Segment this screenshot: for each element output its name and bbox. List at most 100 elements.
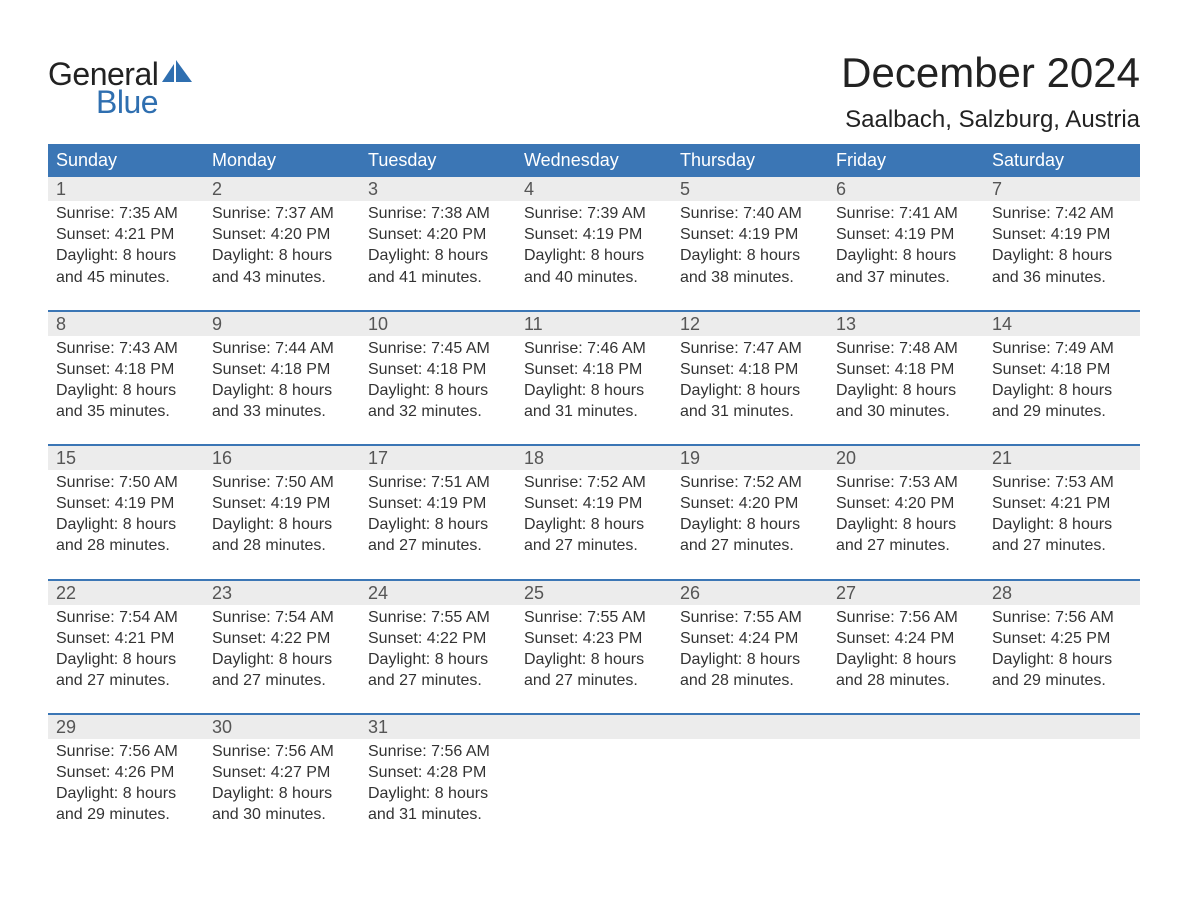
day-line-sunrise: Sunrise: 7:56 AM bbox=[992, 607, 1132, 628]
day-line-d2: and 28 minutes. bbox=[680, 670, 820, 691]
calendar-week: 891011121314Sunrise: 7:43 AMSunset: 4:18… bbox=[48, 310, 1140, 426]
day-line-d2: and 28 minutes. bbox=[836, 670, 976, 691]
day-line-sunrise: Sunrise: 7:43 AM bbox=[56, 338, 196, 359]
day-line-sunset: Sunset: 4:27 PM bbox=[212, 762, 352, 783]
day-line-d2: and 30 minutes. bbox=[836, 401, 976, 422]
day-line-d2: and 40 minutes. bbox=[524, 267, 664, 288]
day-number: 12 bbox=[672, 312, 828, 336]
day-number bbox=[516, 715, 672, 739]
calendar-header-cell: Wednesday bbox=[516, 144, 672, 177]
details-row: Sunrise: 7:54 AMSunset: 4:21 PMDaylight:… bbox=[48, 605, 1140, 695]
day-line-sunset: Sunset: 4:18 PM bbox=[836, 359, 976, 380]
day-number: 11 bbox=[516, 312, 672, 336]
day-line-d1: Daylight: 8 hours bbox=[992, 380, 1132, 401]
day-details: Sunrise: 7:43 AMSunset: 4:18 PMDaylight:… bbox=[48, 336, 204, 426]
day-number: 24 bbox=[360, 581, 516, 605]
day-line-sunset: Sunset: 4:28 PM bbox=[368, 762, 508, 783]
day-line-sunset: Sunset: 4:19 PM bbox=[368, 493, 508, 514]
day-line-d2: and 45 minutes. bbox=[56, 267, 196, 288]
day-details: Sunrise: 7:55 AMSunset: 4:22 PMDaylight:… bbox=[360, 605, 516, 695]
day-line-d1: Daylight: 8 hours bbox=[836, 649, 976, 670]
day-details: Sunrise: 7:52 AMSunset: 4:19 PMDaylight:… bbox=[516, 470, 672, 560]
calendar-header-cell: Friday bbox=[828, 144, 984, 177]
day-line-sunset: Sunset: 4:18 PM bbox=[992, 359, 1132, 380]
day-line-sunrise: Sunrise: 7:55 AM bbox=[680, 607, 820, 628]
day-line-d1: Daylight: 8 hours bbox=[368, 649, 508, 670]
day-line-sunrise: Sunrise: 7:56 AM bbox=[368, 741, 508, 762]
day-line-sunrise: Sunrise: 7:45 AM bbox=[368, 338, 508, 359]
day-line-d2: and 27 minutes. bbox=[680, 535, 820, 556]
day-line-d1: Daylight: 8 hours bbox=[368, 245, 508, 266]
day-line-sunset: Sunset: 4:21 PM bbox=[56, 224, 196, 245]
day-line-sunset: Sunset: 4:22 PM bbox=[368, 628, 508, 649]
day-details: Sunrise: 7:52 AMSunset: 4:20 PMDaylight:… bbox=[672, 470, 828, 560]
day-line-sunset: Sunset: 4:23 PM bbox=[524, 628, 664, 649]
day-details: Sunrise: 7:53 AMSunset: 4:21 PMDaylight:… bbox=[984, 470, 1140, 560]
day-line-d1: Daylight: 8 hours bbox=[212, 245, 352, 266]
day-line-d1: Daylight: 8 hours bbox=[992, 245, 1132, 266]
day-line-sunrise: Sunrise: 7:39 AM bbox=[524, 203, 664, 224]
day-line-d2: and 27 minutes. bbox=[524, 535, 664, 556]
details-row: Sunrise: 7:43 AMSunset: 4:18 PMDaylight:… bbox=[48, 336, 1140, 426]
day-line-sunset: Sunset: 4:26 PM bbox=[56, 762, 196, 783]
day-details: Sunrise: 7:44 AMSunset: 4:18 PMDaylight:… bbox=[204, 336, 360, 426]
daynum-row: 891011121314 bbox=[48, 312, 1140, 336]
calendar-header-cell: Monday bbox=[204, 144, 360, 177]
day-line-d1: Daylight: 8 hours bbox=[992, 649, 1132, 670]
day-line-d2: and 27 minutes. bbox=[212, 670, 352, 691]
day-line-sunset: Sunset: 4:18 PM bbox=[212, 359, 352, 380]
calendar-week: 293031 Sunrise: 7:56 AMSunset: 4:26 PMDa… bbox=[48, 713, 1140, 829]
day-line-sunrise: Sunrise: 7:38 AM bbox=[368, 203, 508, 224]
calendar: SundayMondayTuesdayWednesdayThursdayFrid… bbox=[48, 144, 1140, 829]
day-line-sunset: Sunset: 4:18 PM bbox=[368, 359, 508, 380]
day-line-d2: and 27 minutes. bbox=[992, 535, 1132, 556]
page: General Blue December 2024 Saalbach, Sal… bbox=[0, 0, 1188, 887]
day-line-sunrise: Sunrise: 7:50 AM bbox=[56, 472, 196, 493]
day-line-d1: Daylight: 8 hours bbox=[836, 245, 976, 266]
day-details: Sunrise: 7:37 AMSunset: 4:20 PMDaylight:… bbox=[204, 201, 360, 291]
day-number: 7 bbox=[984, 177, 1140, 201]
day-line-sunset: Sunset: 4:20 PM bbox=[368, 224, 508, 245]
day-line-d1: Daylight: 8 hours bbox=[680, 380, 820, 401]
day-line-sunset: Sunset: 4:24 PM bbox=[680, 628, 820, 649]
day-line-d2: and 27 minutes. bbox=[56, 670, 196, 691]
day-line-d1: Daylight: 8 hours bbox=[212, 514, 352, 535]
day-line-d2: and 27 minutes. bbox=[836, 535, 976, 556]
day-line-sunset: Sunset: 4:20 PM bbox=[836, 493, 976, 514]
day-details: Sunrise: 7:53 AMSunset: 4:20 PMDaylight:… bbox=[828, 470, 984, 560]
day-line-d1: Daylight: 8 hours bbox=[524, 245, 664, 266]
day-details: Sunrise: 7:41 AMSunset: 4:19 PMDaylight:… bbox=[828, 201, 984, 291]
day-line-sunset: Sunset: 4:20 PM bbox=[680, 493, 820, 514]
day-line-d1: Daylight: 8 hours bbox=[368, 783, 508, 804]
day-line-sunrise: Sunrise: 7:40 AM bbox=[680, 203, 820, 224]
logo-sail-icon bbox=[162, 60, 192, 86]
day-number: 4 bbox=[516, 177, 672, 201]
day-details: Sunrise: 7:48 AMSunset: 4:18 PMDaylight:… bbox=[828, 336, 984, 426]
day-number: 5 bbox=[672, 177, 828, 201]
day-line-d2: and 29 minutes. bbox=[992, 401, 1132, 422]
day-line-d2: and 30 minutes. bbox=[212, 804, 352, 825]
day-line-sunset: Sunset: 4:19 PM bbox=[524, 493, 664, 514]
day-details: Sunrise: 7:50 AMSunset: 4:19 PMDaylight:… bbox=[48, 470, 204, 560]
day-number: 31 bbox=[360, 715, 516, 739]
day-line-sunrise: Sunrise: 7:48 AM bbox=[836, 338, 976, 359]
day-line-d2: and 29 minutes. bbox=[56, 804, 196, 825]
details-row: Sunrise: 7:35 AMSunset: 4:21 PMDaylight:… bbox=[48, 201, 1140, 291]
day-details: Sunrise: 7:55 AMSunset: 4:23 PMDaylight:… bbox=[516, 605, 672, 695]
day-line-d2: and 27 minutes. bbox=[368, 670, 508, 691]
day-line-sunrise: Sunrise: 7:46 AM bbox=[524, 338, 664, 359]
day-number: 19 bbox=[672, 446, 828, 470]
day-line-d1: Daylight: 8 hours bbox=[680, 649, 820, 670]
day-line-d1: Daylight: 8 hours bbox=[212, 649, 352, 670]
day-line-sunrise: Sunrise: 7:41 AM bbox=[836, 203, 976, 224]
day-details: Sunrise: 7:46 AMSunset: 4:18 PMDaylight:… bbox=[516, 336, 672, 426]
day-line-d1: Daylight: 8 hours bbox=[524, 380, 664, 401]
location: Saalbach, Salzburg, Austria bbox=[841, 106, 1140, 134]
day-details: Sunrise: 7:39 AMSunset: 4:19 PMDaylight:… bbox=[516, 201, 672, 291]
day-line-sunrise: Sunrise: 7:54 AM bbox=[212, 607, 352, 628]
day-line-sunrise: Sunrise: 7:47 AM bbox=[680, 338, 820, 359]
day-line-d1: Daylight: 8 hours bbox=[368, 514, 508, 535]
day-line-d2: and 31 minutes. bbox=[680, 401, 820, 422]
day-line-d2: and 38 minutes. bbox=[680, 267, 820, 288]
day-number: 28 bbox=[984, 581, 1140, 605]
